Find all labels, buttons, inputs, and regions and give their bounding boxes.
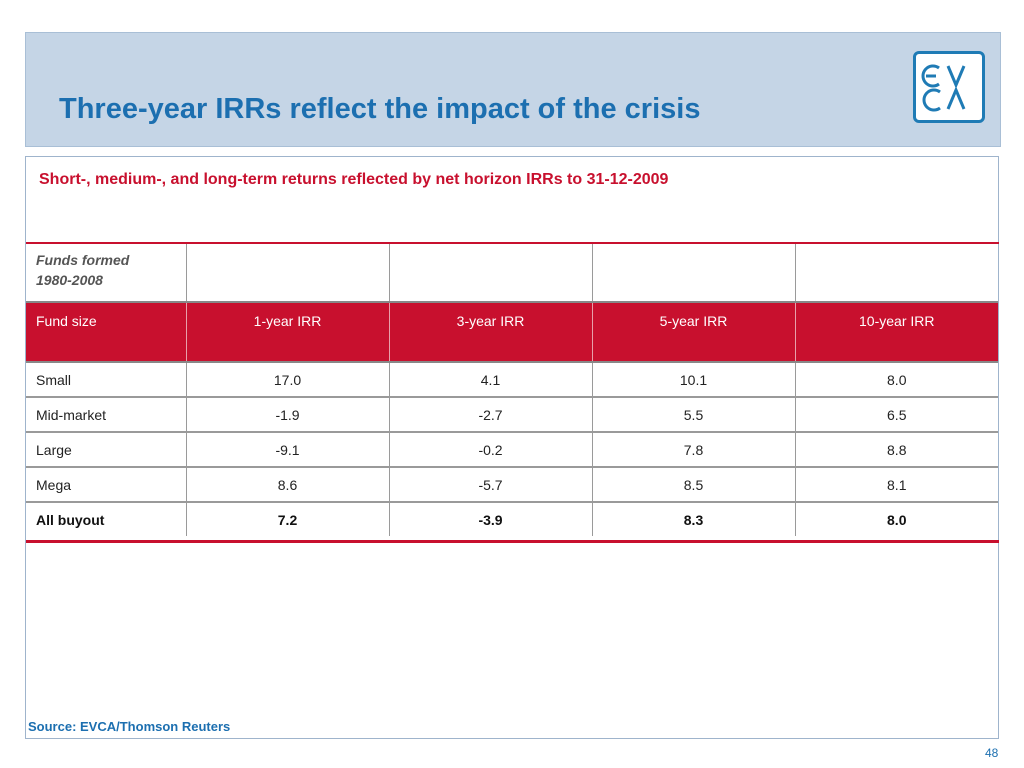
cell-value: 17.0 (186, 362, 390, 398)
table-row: Large -9.1 -0.2 7.8 8.8 (26, 432, 998, 468)
header-10-year-irr: 10-year IRR (795, 302, 998, 363)
cell-value: 5.5 (592, 397, 796, 433)
top-rule (26, 242, 999, 244)
page-number: 48 (985, 746, 999, 760)
empty-cell (389, 244, 593, 303)
header-1-year-irr: 1-year IRR (186, 302, 390, 363)
cell-value: 6.5 (795, 397, 998, 433)
table-row: Small 17.0 4.1 10.1 8.0 (26, 362, 998, 398)
cell-value: 4.1 (389, 362, 593, 398)
cell-value: -5.7 (389, 467, 593, 503)
title-band: Three-year IRRs reflect the impact of th… (25, 32, 1001, 147)
cell-value: -2.7 (389, 397, 593, 433)
total-value: -3.9 (389, 502, 593, 536)
evca-logo (913, 51, 985, 123)
funds-formed-row: Funds formed 1980-2008 (26, 244, 998, 303)
cell-value: 10.1 (592, 362, 796, 398)
irr-table: Funds formed 1980-2008 Fund size 1-year … (26, 244, 998, 536)
cell-value: 7.8 (592, 432, 796, 468)
total-value: 8.0 (887, 511, 907, 528)
empty-cell (186, 244, 390, 303)
row-label: Small (26, 362, 187, 398)
cell-value: 8.5 (592, 467, 796, 503)
cell-value: 8.8 (795, 432, 998, 468)
funds-formed-label: Funds formed 1980-2008 (36, 252, 130, 288)
table-row: Mid-market -1.9 -2.7 5.5 6.5 (26, 397, 998, 433)
total-row: All buyout 7.2 -3.9 8.3 8.0 (26, 502, 998, 536)
slide-title: Three-year IRRs reflect the impact of th… (59, 93, 701, 125)
content-panel: Short-, medium-, and long-term returns r… (25, 156, 999, 739)
empty-cell (592, 244, 796, 303)
cell-value: -0.2 (389, 432, 593, 468)
empty-cell (795, 244, 998, 303)
evca-logo-mark (921, 64, 966, 112)
total-value: 8.3 (592, 502, 796, 536)
total-label: All buyout (26, 502, 187, 536)
row-label: Large (26, 432, 187, 468)
table-header-row: Fund size 1-year IRR 3-year IRR 5-year I… (26, 302, 998, 363)
header-fund-size: Fund size (26, 302, 187, 363)
row-label: Mid-market (26, 397, 187, 433)
bottom-rule (26, 540, 999, 543)
table-subtitle: Short-, medium-, and long-term returns r… (39, 171, 669, 188)
cell-value: 8.1 (795, 467, 998, 503)
total-value: 7.2 (186, 502, 390, 536)
header-5-year-irr: 5-year IRR (592, 302, 796, 363)
row-label: Mega (26, 467, 187, 503)
header-3-year-irr: 3-year IRR (389, 302, 593, 363)
source-note: Source: EVCA/Thomson Reuters (28, 719, 231, 734)
cell-value: 8.6 (186, 467, 390, 503)
cell-value: -9.1 (186, 432, 390, 468)
table-row: Mega 8.6 -5.7 8.5 8.1 (26, 467, 998, 503)
funds-formed-cell: Funds formed 1980-2008 (26, 244, 187, 303)
cell-value: -1.9 (186, 397, 390, 433)
cell-value: 8.0 (795, 362, 998, 398)
